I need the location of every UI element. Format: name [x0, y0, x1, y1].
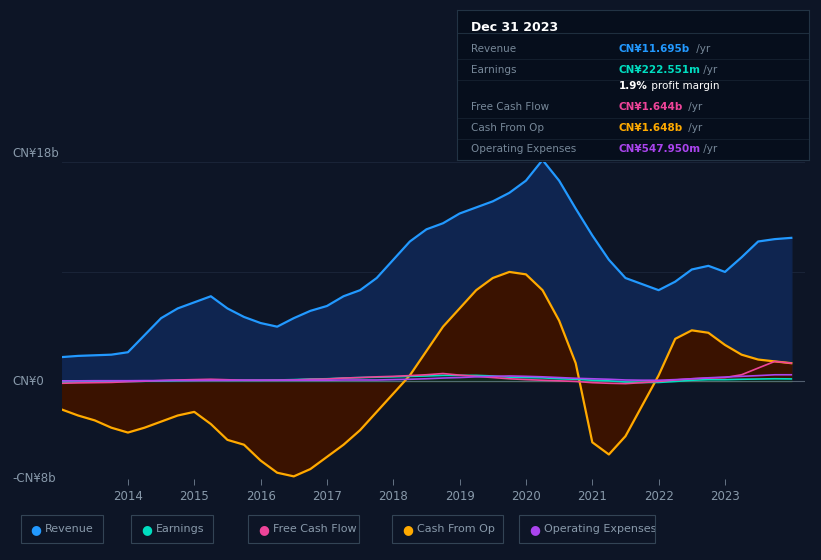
Text: CN¥222.551m: CN¥222.551m — [619, 66, 701, 75]
Text: Earnings: Earnings — [471, 66, 517, 75]
Text: Revenue: Revenue — [45, 524, 94, 534]
Text: Dec 31 2023: Dec 31 2023 — [471, 21, 558, 34]
Text: /yr: /yr — [700, 144, 718, 155]
Text: CN¥1.644b: CN¥1.644b — [619, 102, 683, 113]
Text: CN¥11.695b: CN¥11.695b — [619, 44, 690, 54]
Text: -CN¥8b: -CN¥8b — [12, 472, 56, 486]
Text: ●: ● — [402, 522, 413, 536]
Text: /yr: /yr — [700, 66, 718, 75]
Text: Free Cash Flow: Free Cash Flow — [273, 524, 356, 534]
Text: /yr: /yr — [693, 44, 710, 54]
Text: ●: ● — [529, 522, 540, 536]
Text: Cash From Op: Cash From Op — [471, 123, 544, 133]
Text: 1.9%: 1.9% — [619, 81, 648, 91]
Text: CN¥18b: CN¥18b — [12, 147, 59, 160]
Text: Operating Expenses: Operating Expenses — [471, 144, 576, 155]
Text: CN¥0: CN¥0 — [12, 375, 44, 388]
Text: /yr: /yr — [686, 102, 703, 113]
Text: ●: ● — [141, 522, 152, 536]
Text: Earnings: Earnings — [156, 524, 204, 534]
Text: CN¥1.648b: CN¥1.648b — [619, 123, 683, 133]
Text: Cash From Op: Cash From Op — [417, 524, 494, 534]
Text: ●: ● — [30, 522, 41, 536]
Text: Revenue: Revenue — [471, 44, 516, 54]
Text: profit margin: profit margin — [649, 81, 720, 91]
Text: Free Cash Flow: Free Cash Flow — [471, 102, 549, 113]
Text: /yr: /yr — [686, 123, 703, 133]
Text: CN¥547.950m: CN¥547.950m — [619, 144, 701, 155]
Text: Operating Expenses: Operating Expenses — [544, 524, 656, 534]
Text: ●: ● — [259, 522, 269, 536]
